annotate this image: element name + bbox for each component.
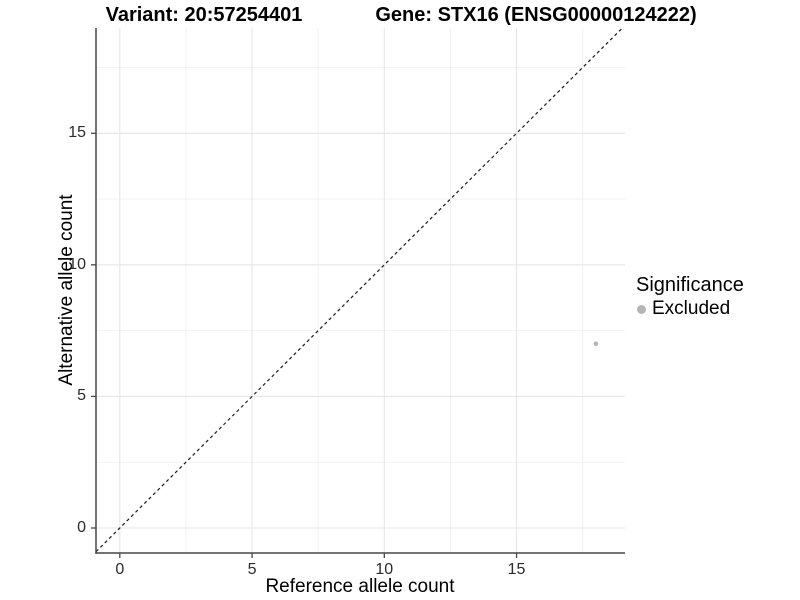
legend-item-label: Excluded bbox=[652, 298, 731, 319]
identity-dashed-line bbox=[95, 27, 623, 553]
legend-item-excluded: Excluded bbox=[636, 298, 744, 320]
x-tick-label: 15 bbox=[507, 561, 526, 578]
variant-title: Variant: 20:57254401 bbox=[105, 4, 303, 26]
plot-panel bbox=[91, 27, 625, 558]
x-tick-label: 0 bbox=[115, 561, 125, 578]
legend-title: Significance bbox=[636, 274, 744, 296]
y-axis-title: Alternative allele count bbox=[56, 194, 77, 386]
y-tick-label: 0 bbox=[77, 519, 86, 536]
x-axis-title: Reference allele count bbox=[265, 576, 455, 597]
y-tick-label: 10 bbox=[68, 255, 86, 273]
legend: Significance Excluded bbox=[636, 273, 744, 320]
y-tick-label: 5 bbox=[77, 387, 86, 405]
chart-canvas bbox=[91, 27, 625, 558]
x-tick-label: 5 bbox=[247, 561, 257, 578]
data-point bbox=[593, 341, 599, 347]
y-tick-label: 15 bbox=[68, 124, 86, 142]
legend-key-dot-icon bbox=[637, 304, 646, 314]
gene-title: Gene: STX16 (ENSG00000124222) bbox=[375, 4, 697, 26]
x-tick-label: 10 bbox=[375, 561, 394, 578]
